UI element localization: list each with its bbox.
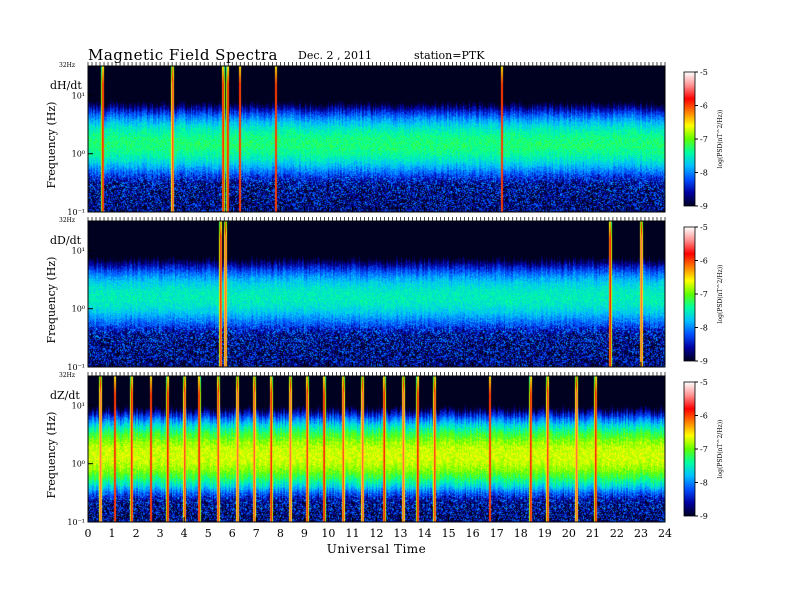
y-tick-label: 10⁻¹ — [67, 363, 85, 372]
x-tick-label: 6 — [229, 527, 236, 540]
colorbar-tick-label: -8 — [700, 169, 708, 178]
spectrogram-1 — [88, 66, 665, 212]
x-tick-label: 0 — [85, 527, 92, 540]
spectrogram-2 — [88, 221, 665, 367]
x-tick-label: 13 — [394, 527, 408, 540]
colorbar-tick-label: -8 — [700, 324, 708, 333]
colorbar-tick-label: -6 — [700, 257, 708, 266]
colorbar-label: log(PSD(nT^2/Hz)) — [717, 420, 724, 479]
y-tick-label: 10⁰ — [72, 305, 85, 314]
x-tick-label: 22 — [610, 527, 624, 540]
colorbar-tick-label: -6 — [700, 412, 708, 421]
x-tick-label: 4 — [181, 527, 188, 540]
x-tick-label: 23 — [634, 527, 648, 540]
y-tick-label: 10¹ — [72, 401, 85, 410]
x-tick-label: 14 — [418, 527, 432, 540]
y-axis-label: Frequency (Hz) — [45, 102, 58, 189]
colorbar-1 — [683, 71, 696, 207]
colorbar-tick-label: -9 — [700, 202, 708, 211]
colorbar-2 — [683, 226, 696, 362]
x-tick-label: 16 — [466, 527, 480, 540]
chart-date: Dec. 2 , 2011 — [298, 49, 372, 62]
colorbar-tick-label: -5 — [700, 378, 708, 387]
x-axis-label: Universal Time — [327, 542, 427, 556]
x-tick-label: 17 — [490, 527, 504, 540]
colorbar-tick-label: -7 — [700, 135, 708, 144]
spectrogram-3 — [88, 376, 665, 522]
colorbar-tick-label: -8 — [700, 479, 708, 488]
x-tick-label: 8 — [277, 527, 284, 540]
y-tick-label: 10⁰ — [72, 150, 85, 159]
x-tick-label: 3 — [157, 527, 164, 540]
top-frequency-label: 32Hz — [59, 372, 75, 379]
component-label: dH/dt — [50, 79, 82, 92]
x-tick-label: 5 — [205, 527, 212, 540]
station-label: station=PTK — [414, 49, 485, 62]
colorbar-tick-label: -9 — [700, 357, 708, 366]
y-axis-label: Frequency (Hz) — [45, 257, 58, 344]
x-tick-label: 20 — [562, 527, 576, 540]
colorbar-tick-label: -7 — [700, 290, 708, 299]
x-tick-label: 21 — [586, 527, 600, 540]
x-tick-label: 9 — [301, 527, 308, 540]
y-axis-label: Frequency (Hz) — [45, 412, 58, 499]
colorbar-3 — [683, 381, 696, 517]
y-tick-label: 10⁻¹ — [67, 518, 85, 527]
component-label: dZ/dt — [50, 389, 80, 402]
x-tick-label: 24 — [658, 527, 672, 540]
y-tick-label: 10¹ — [72, 246, 85, 255]
x-tick-label: 15 — [442, 527, 456, 540]
colorbar-label: log(PSD(nT^2/Hz)) — [717, 265, 724, 324]
x-tick-label: 7 — [253, 527, 260, 540]
y-tick-label: 10⁻¹ — [67, 208, 85, 217]
y-tick-label: 10⁰ — [72, 460, 85, 469]
y-tick-label: 10¹ — [72, 91, 85, 100]
chart-title: Magnetic Field Spectra — [88, 46, 278, 64]
colorbar-label: log(PSD(nT^2/Hz)) — [717, 110, 724, 169]
x-tick-label: 12 — [370, 527, 384, 540]
x-tick-label: 1 — [109, 527, 116, 540]
x-tick-label: 10 — [321, 527, 335, 540]
colorbar-tick-label: -5 — [700, 223, 708, 232]
colorbar-tick-label: -5 — [700, 68, 708, 77]
x-tick-label: 18 — [514, 527, 528, 540]
x-tick-label: 11 — [345, 527, 359, 540]
x-tick-label: 19 — [538, 527, 552, 540]
top-frequency-label: 32Hz — [59, 217, 75, 224]
x-tick-label: 2 — [133, 527, 140, 540]
top-frequency-label: 32Hz — [59, 62, 75, 69]
component-label: dD/dt — [50, 234, 82, 247]
colorbar-tick-label: -7 — [700, 445, 708, 454]
colorbar-tick-label: -6 — [700, 102, 708, 111]
colorbar-tick-label: -9 — [700, 512, 708, 521]
